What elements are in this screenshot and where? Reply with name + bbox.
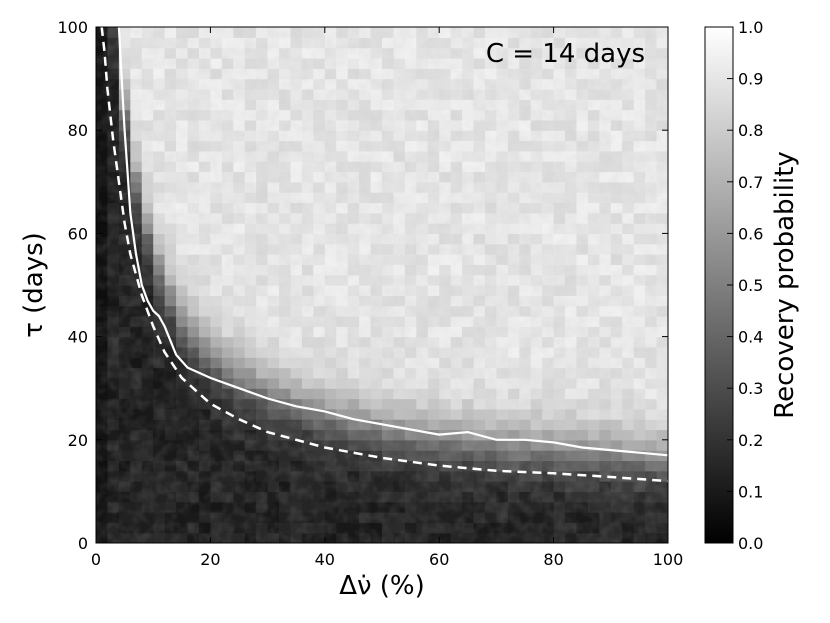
threshold-curve	[100, 27, 668, 483]
colorbar-tick-label: 0.6	[738, 224, 763, 243]
x-tick-label: 0	[91, 550, 101, 569]
x-tick-label: 60	[429, 550, 449, 569]
x-axis-label: Δν̇ (%)	[339, 571, 425, 601]
y-tick-label: 80	[68, 121, 88, 140]
x-tick-label: 100	[653, 550, 684, 569]
x-tick-label: 80	[543, 550, 563, 569]
colorbar-tick-label: 0.5	[738, 276, 763, 295]
y-tick-label: 20	[68, 431, 88, 450]
colorbar-tick-label: 0.0	[738, 534, 763, 553]
y-tick-label: 40	[68, 328, 88, 347]
colorbar-tick-label: 0.8	[738, 121, 763, 140]
colorbar-tick-label: 0.2	[738, 431, 763, 450]
colorbar-label: Recovery probability	[770, 151, 800, 419]
y-tick-label: 60	[68, 224, 88, 243]
y-tick-label: 100	[57, 18, 88, 37]
colorbar-ticks: 0.0 0.1 0.2 0.3 0.4 0.5 0.6 0.7 0.8 0.9 1.0	[727, 18, 763, 553]
colorbar-tick-label: 0.3	[738, 379, 763, 398]
contour-50pct-line	[117, 27, 668, 457]
colorbar-tick-label: 0.4	[738, 328, 763, 347]
x-tick-label: 20	[200, 550, 220, 569]
heatmap-texture	[96, 27, 668, 543]
colorbar-tick-label: 0.9	[738, 70, 763, 89]
x-tick-label: 40	[315, 550, 335, 569]
colorbar-tick-label: 1.0	[738, 18, 763, 37]
colorbar-tick-label: 0.7	[738, 173, 763, 192]
annotation-label: C = 14 days	[486, 39, 645, 69]
colorbar-tick-label: 0.1	[738, 482, 763, 501]
colorbar: 0.0 0.1 0.2 0.3 0.4 0.5 0.6 0.7 0.8 0.9 1.0 Recove…	[704, 18, 800, 553]
plot-area: C = 14 days	[95, 26, 669, 544]
y-axis-label: τ (days)	[19, 232, 49, 338]
y-axis: 0 20 40 60 80 100	[57, 18, 668, 553]
x-axis: 0 20 40 60 80 100	[91, 27, 683, 569]
y-tick-label: 0	[78, 534, 88, 553]
plot-frame	[95, 26, 669, 544]
